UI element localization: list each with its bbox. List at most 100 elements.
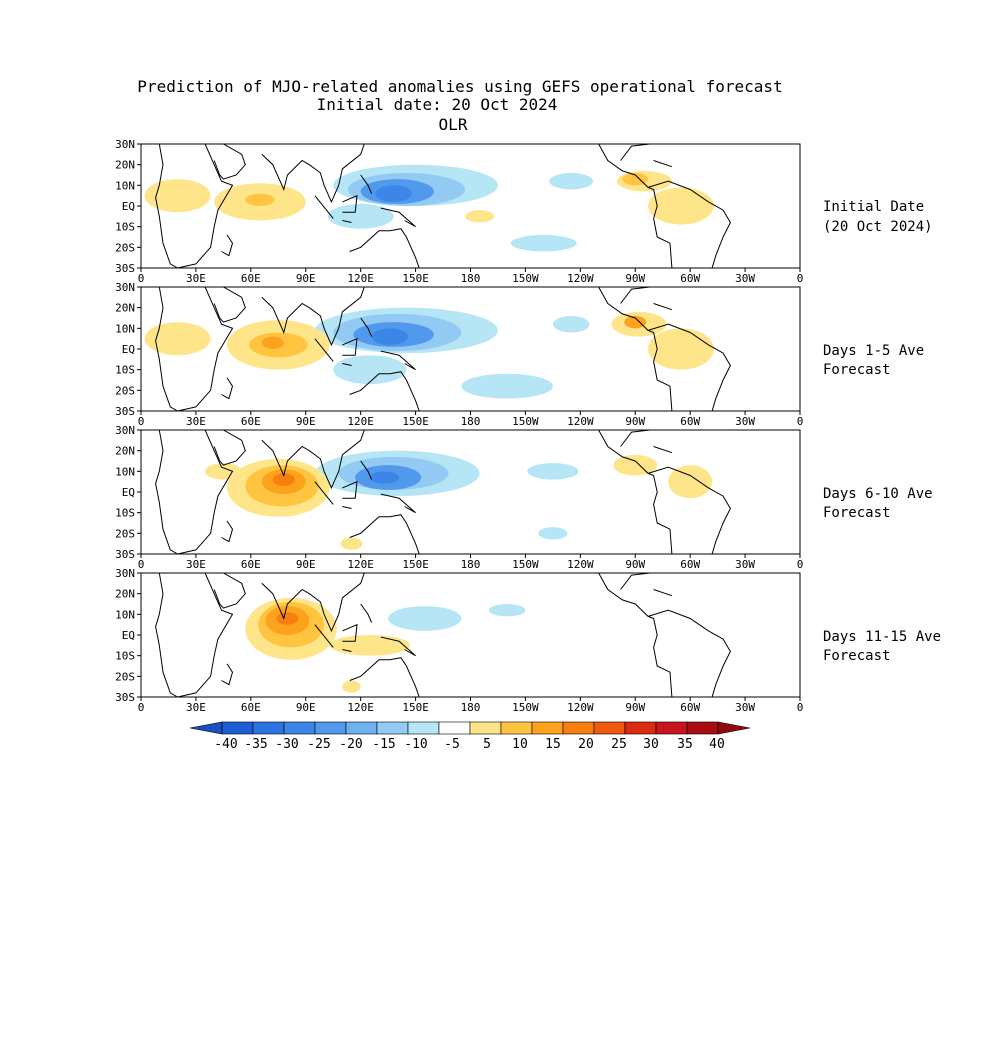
anomaly-region: [648, 328, 714, 370]
anomaly-region: [245, 193, 275, 206]
colorbar-label: 35: [677, 737, 693, 752]
lat-label: EQ: [122, 629, 135, 642]
anomaly-region: [461, 373, 553, 399]
lon-label: 150E: [402, 558, 429, 571]
colorbar-label: 25: [611, 737, 627, 752]
coastline: [360, 174, 373, 194]
coastline: [155, 430, 234, 554]
coastline: [653, 160, 673, 168]
coastline: [598, 144, 673, 268]
coastline: [314, 624, 334, 648]
title-line-2: Initial date: 20 Oct 2024: [317, 95, 558, 114]
colorbar-swatch: [252, 721, 285, 735]
anomaly-region: [465, 210, 495, 223]
colorbar-label: -25: [307, 737, 330, 752]
lon-label: 0: [138, 415, 145, 428]
lon-label: 180: [461, 558, 481, 571]
coastline: [213, 573, 246, 609]
coastline: [647, 609, 731, 697]
colorbar-swatch: [221, 721, 254, 735]
colorbar-swatch: [593, 721, 626, 735]
colorbar: -40 -35 -30 -25 -20 -15 -10 -5 5 10 15 20 25 30 35 40: [189, 721, 751, 752]
coastline: [349, 371, 420, 411]
lat-label: 20N: [115, 159, 135, 172]
anomaly-region: [375, 185, 412, 202]
colorbar-label: 15: [545, 737, 561, 752]
colorbar-label: 20: [578, 737, 594, 752]
coastline: [380, 493, 416, 514]
lat-label: 30S: [115, 691, 135, 704]
coastline: [342, 623, 358, 642]
lat-label: 20N: [115, 445, 135, 458]
lon-label: 0: [797, 701, 804, 714]
panel-label-line-1: Initial Date: [823, 199, 924, 215]
anomaly-region: [538, 527, 568, 540]
lon-label: 30E: [186, 415, 206, 428]
lat-label: 20S: [115, 670, 135, 683]
lon-label: 60E: [241, 558, 261, 571]
coastline: [598, 430, 673, 554]
colorbar-swatch: [314, 721, 347, 735]
coastline: [653, 589, 673, 597]
lat-label: 10N: [115, 465, 135, 478]
panel-label-line-1: Days 1-5 Ave: [823, 343, 924, 359]
lon-label: 0: [797, 272, 804, 285]
lon-label: 120W: [567, 272, 594, 285]
lat-label: EQ: [122, 200, 135, 213]
colorbar-label: 30: [643, 737, 659, 752]
lat-label: 10N: [115, 608, 135, 621]
colorbar-swatch: [376, 721, 409, 735]
lon-label: 120W: [567, 701, 594, 714]
anomaly-region: [371, 328, 409, 345]
anomaly-region: [648, 187, 714, 225]
lon-label: 60W: [680, 415, 700, 428]
lat-label: 10S: [115, 650, 135, 663]
lon-label: 150W: [512, 272, 539, 285]
lat-label: 10N: [115, 322, 135, 335]
lon-label: 120E: [347, 272, 374, 285]
lon-label: 60W: [680, 558, 700, 571]
lon-label: 150E: [402, 701, 429, 714]
lon-label: 60E: [241, 272, 261, 285]
panel-label-line-1: Days 11-15 Ave: [823, 629, 941, 645]
lon-label: 30E: [186, 558, 206, 571]
anomaly-region: [613, 454, 658, 476]
lon-label: 60E: [241, 415, 261, 428]
coastline: [261, 573, 365, 633]
coastline: [647, 323, 731, 411]
lat-label: 30N: [115, 424, 135, 437]
coastline: [342, 220, 352, 223]
coastline: [314, 338, 334, 362]
coastline: [349, 657, 420, 697]
lon-label: 90W: [625, 701, 645, 714]
anomaly-region: [144, 322, 211, 356]
title-line-3: OLR: [439, 115, 468, 134]
colorbar-swatch: [407, 721, 440, 735]
lon-label: 0: [797, 415, 804, 428]
anomaly-region: [272, 473, 295, 486]
lon-label: 0: [138, 558, 145, 571]
coastline: [620, 573, 650, 590]
lon-label: 60E: [241, 701, 261, 714]
anomaly-region: [144, 179, 211, 213]
lat-label: EQ: [122, 486, 135, 499]
anomaly-region: [488, 604, 526, 617]
lat-label: 30N: [115, 567, 135, 580]
lon-label: 30W: [735, 415, 755, 428]
panel-label-line-2: (20 Oct 2024): [823, 219, 933, 235]
lon-label: 150W: [512, 558, 539, 571]
coastline: [342, 506, 352, 509]
anomaly-region: [342, 680, 361, 693]
lon-label: 0: [138, 701, 145, 714]
lon-label: 30E: [186, 701, 206, 714]
panel-label-line-2: Forecast: [823, 648, 890, 664]
colorbar-swatch: [469, 721, 502, 735]
lat-label: 10N: [115, 179, 135, 192]
colorbar-swatch: [345, 721, 378, 735]
anomaly-region: [510, 234, 577, 252]
lon-label: 120W: [567, 558, 594, 571]
anomaly-region: [549, 172, 594, 190]
